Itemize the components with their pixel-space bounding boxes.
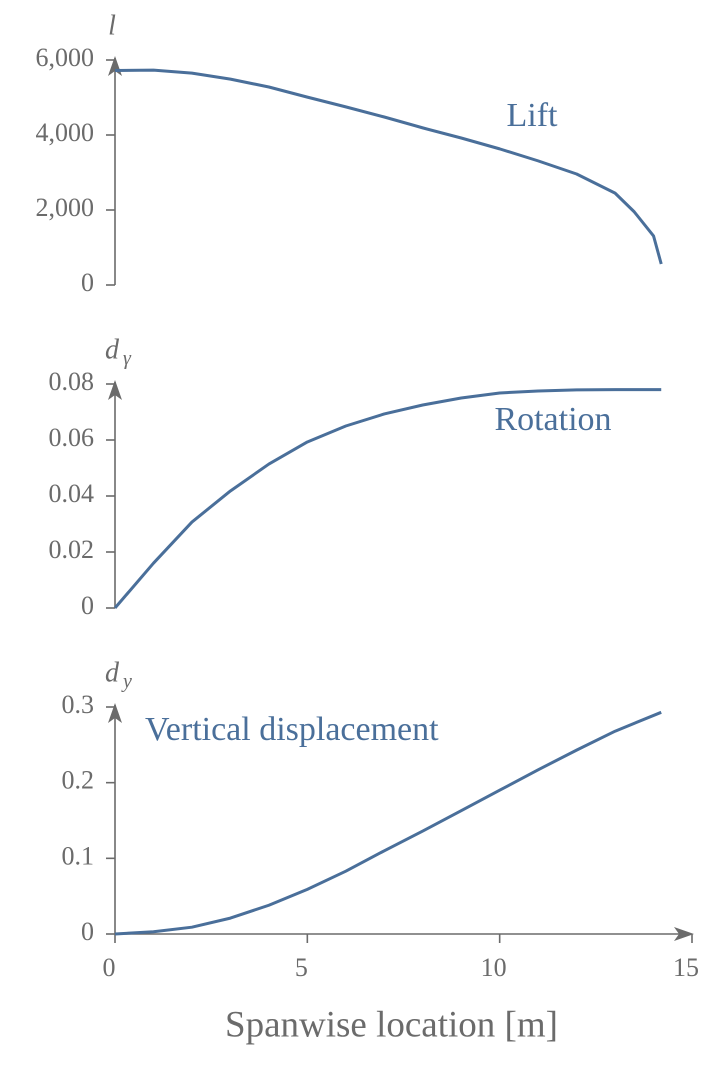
y-tick-label: 0 <box>81 917 94 946</box>
y-tick-label: 0 <box>81 268 94 297</box>
y-tick-label: 0.1 <box>62 841 95 870</box>
series-label: Vertical displacement <box>145 711 439 748</box>
y-tick-label: 0.08 <box>49 367 95 396</box>
y-axis-arrow <box>108 380 122 400</box>
x-axis-label: Spanwise location [m] <box>225 1004 558 1045</box>
y-tick-label: 0.2 <box>62 766 95 795</box>
x-tick-label: 10 <box>481 953 507 982</box>
y-tick-label: 6,000 <box>36 43 95 72</box>
series-label: Lift <box>507 97 559 134</box>
y-tick-label: 4,000 <box>36 118 95 147</box>
y-axis-label: l <box>108 10 116 41</box>
x-axis-arrow <box>674 927 694 941</box>
y-axis-label-subscript: γ <box>123 348 132 370</box>
y-tick-label: 2,000 <box>36 193 95 222</box>
y-axis-arrow <box>108 703 122 723</box>
series-label: Rotation <box>494 401 611 438</box>
y-axis-label-subscript: y <box>121 671 132 693</box>
y-axis-label: d <box>105 657 120 688</box>
x-tick-label: 0 <box>103 953 116 982</box>
x-tick-label: 15 <box>673 953 699 982</box>
data-line <box>114 68 663 265</box>
y-tick-label: 0 <box>81 591 94 620</box>
y-tick-label: 0.04 <box>49 479 95 508</box>
data-line <box>113 388 662 609</box>
y-tick-label: 0.06 <box>49 423 95 452</box>
data-line <box>114 710 662 936</box>
x-tick-label: 5 <box>295 953 308 982</box>
y-tick-label: 0.3 <box>62 690 95 719</box>
y-tick-label: 0.02 <box>49 535 95 564</box>
y-axis-label: d <box>105 334 120 365</box>
